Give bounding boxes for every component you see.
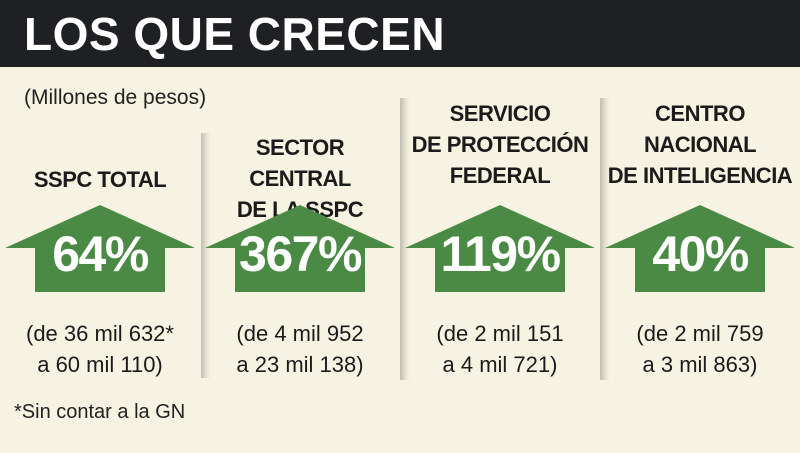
units-note: (Millones de pesos) [24,86,207,109]
stat-column-proteccion-federal: SERVICIO DE PROTECCIÓN FEDERAL 119% (de … [405,0,595,453]
range-line: a 60 mil 110) [37,352,163,377]
up-arrow-icon [205,205,395,292]
stat-column-sector-central: SECTOR CENTRAL DE LA SSPC 367% (de 4 mil… [205,0,395,453]
stat-column-centro-inteligencia: CENTRO NACIONAL DE INTELIGENCIA 40% (de … [605,0,795,453]
up-arrow-icon [5,205,195,292]
range-line: a 23 mil 138) [236,352,364,377]
column-divider [600,98,610,380]
range-line: (de 36 mil 632* [26,321,174,346]
page-title: LOS QUE CRECEN [24,8,446,60]
column-divider [201,133,211,378]
range-text: (de 2 mil 151 a 4 mil 721) [405,318,595,380]
percent-value: 64% [52,226,149,282]
range-line: (de 2 mil 759 [636,321,764,346]
range-line: a 3 mil 863) [642,352,758,377]
range-line: a 4 mil 721) [442,352,558,377]
percent-value: 40% [652,226,749,282]
percent-value: 367% [239,226,362,282]
stat-column-sspc-total: SSPC TOTAL 64% (de 36 mil 632* a 60 mil … [5,0,195,453]
up-arrow-icon [605,205,795,292]
column-label-line: DE PROTECCIÓN [411,132,589,157]
column-label-line: SECTOR CENTRAL [249,135,351,191]
column-label-line: CENTRO [655,101,745,126]
column-label-line: DE INTELIGENCIA [607,163,793,188]
range-line: (de 4 mil 952 [236,321,364,346]
percent-value: 119% [440,226,561,282]
column-label-line: SSPC TOTAL [33,167,167,192]
range-text: (de 4 mil 952 a 23 mil 138) [205,318,395,380]
footnote: *Sin contar a la GN [14,401,186,423]
column-label-line: FEDERAL [449,163,551,188]
column-divider [400,98,410,380]
column-label-line: SERVICIO [449,101,551,126]
range-text: (de 2 mil 759 a 3 mil 863) [605,318,795,380]
header-bar: LOS QUE CRECEN [0,0,800,67]
range-line: (de 2 mil 151 [436,321,564,346]
up-arrow-icon [405,205,595,292]
column-label-line: NACIONAL [643,132,757,157]
column-label: SERVICIO DE PROTECCIÓN FEDERAL [405,98,595,191]
column-label: CENTRO NACIONAL DE INTELIGENCIA [605,98,795,191]
column-label: SSPC TOTAL [5,164,195,195]
range-text: (de 36 mil 632* a 60 mil 110) [5,318,195,380]
